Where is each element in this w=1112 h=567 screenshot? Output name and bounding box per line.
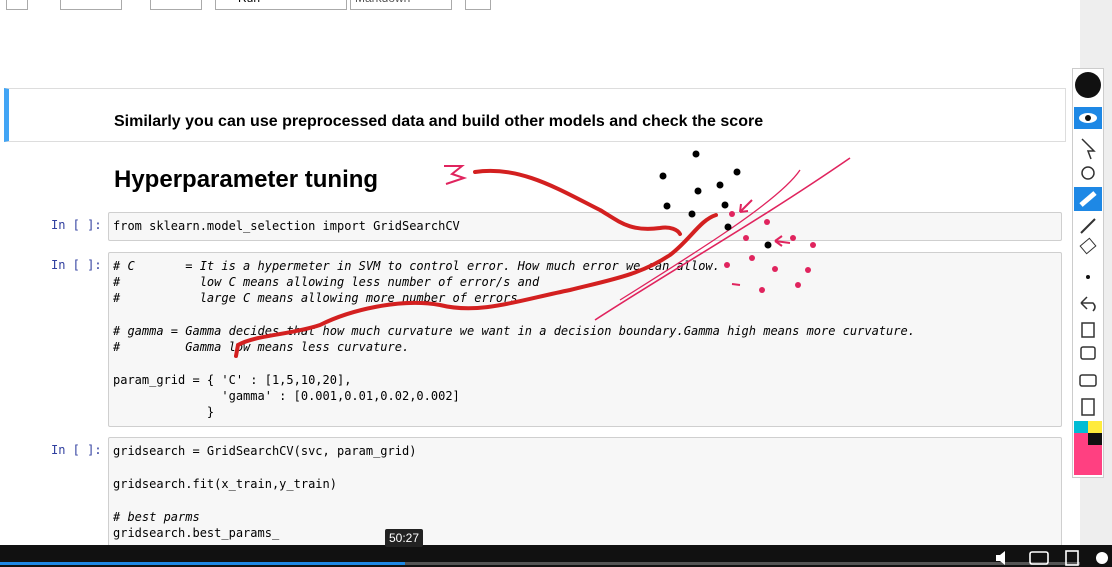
run-label: Run	[238, 0, 260, 5]
eraser-tool[interactable]	[1079, 237, 1097, 255]
scribble	[444, 165, 468, 185]
button-group[interactable]	[150, 0, 202, 10]
size-tool[interactable]	[1086, 275, 1090, 279]
code-line: # low C means allowing less number of er…	[113, 275, 540, 289]
code-line: param_grid = { 'C' : [1,5,10,20],	[113, 373, 352, 387]
player-controls	[996, 550, 1108, 566]
toolbar: Run Markdown	[0, 0, 1080, 10]
transcript[interactable]	[1065, 550, 1079, 566]
delete-tool[interactable]	[1081, 322, 1095, 338]
progress-remaining	[405, 562, 1080, 565]
time-tooltip: 50:27	[385, 529, 424, 547]
stroke	[473, 168, 682, 236]
code-line: # best parms	[113, 510, 200, 524]
clipboard-tool[interactable]	[1081, 398, 1095, 416]
code-cell: # C = It is a hypermeter in SVM to contr…	[108, 252, 1062, 427]
button-group[interactable]	[60, 0, 122, 10]
code-line: 'gamma' : [0.001,0.01,0.02,0.002]	[113, 389, 460, 403]
cell-type-select[interactable]: Markdown	[350, 0, 452, 10]
logo[interactable]	[1075, 72, 1101, 98]
markdown-text: Similarly you can use preprocessed data …	[114, 113, 764, 130]
color-cyan[interactable]	[1074, 421, 1088, 433]
prompt: In [ ]:	[51, 258, 102, 272]
black-dots	[659, 150, 772, 249]
code-line: # large C means allowing more number of …	[113, 291, 525, 305]
code-line: }	[113, 405, 215, 419]
drawing-tools	[1074, 72, 1102, 475]
code-line: # Gamma low means less curvature.	[113, 340, 410, 354]
arrows	[731, 199, 791, 286]
pointer-tool[interactable]	[1081, 138, 1096, 160]
code-line: gridsearch = GridSearchCV(svc, param_gri…	[113, 444, 417, 458]
cell-type: Markdown	[355, 0, 410, 5]
undo-tool[interactable]	[1080, 296, 1096, 312]
markdown-cell: Similarly you can use preprocessed data …	[4, 88, 1066, 142]
prompt: In [ ]:	[51, 218, 102, 232]
board-tool[interactable]	[1080, 346, 1096, 360]
settings[interactable]	[1096, 552, 1108, 564]
pink-line	[594, 157, 851, 321]
color-black[interactable]	[1088, 433, 1102, 445]
run-button[interactable]: Run	[215, 0, 347, 10]
button[interactable]	[465, 0, 491, 10]
red-strokes	[234, 168, 718, 358]
heading: Hyperparameter tuning	[114, 166, 379, 193]
screenshot-tool[interactable]	[1079, 374, 1097, 387]
captions[interactable]	[1029, 551, 1049, 565]
color-yellow[interactable]	[1088, 421, 1102, 433]
code-cell: from sklearn.model_selection import Grid…	[108, 212, 1062, 241]
pink-line	[619, 169, 801, 301]
code-line: gridsearch.fit(x_train,y_train)	[113, 477, 337, 491]
annotations	[234, 150, 851, 358]
current-color[interactable]	[1074, 445, 1102, 475]
code-cell: gridsearch = GridSearchCV(svc, param_gri…	[108, 437, 1062, 559]
volume[interactable]	[996, 551, 1005, 565]
drawing-toolbar	[1072, 68, 1104, 478]
pink-dots	[724, 211, 816, 293]
stroke	[234, 213, 718, 358]
prompt: In [ ]:	[51, 443, 102, 457]
laser-tool[interactable]	[1081, 166, 1095, 180]
color-pink[interactable]	[1074, 433, 1088, 445]
code-line: # gamma = Gamma decides that how much cu…	[113, 324, 915, 338]
line-tool[interactable]	[1080, 218, 1096, 234]
button[interactable]	[6, 0, 28, 10]
code-line: from sklearn.model_selection import Grid…	[113, 219, 460, 233]
progress	[0, 562, 405, 565]
code-line: gridsearch.best_params_	[113, 526, 280, 540]
video-bar	[0, 545, 1112, 567]
